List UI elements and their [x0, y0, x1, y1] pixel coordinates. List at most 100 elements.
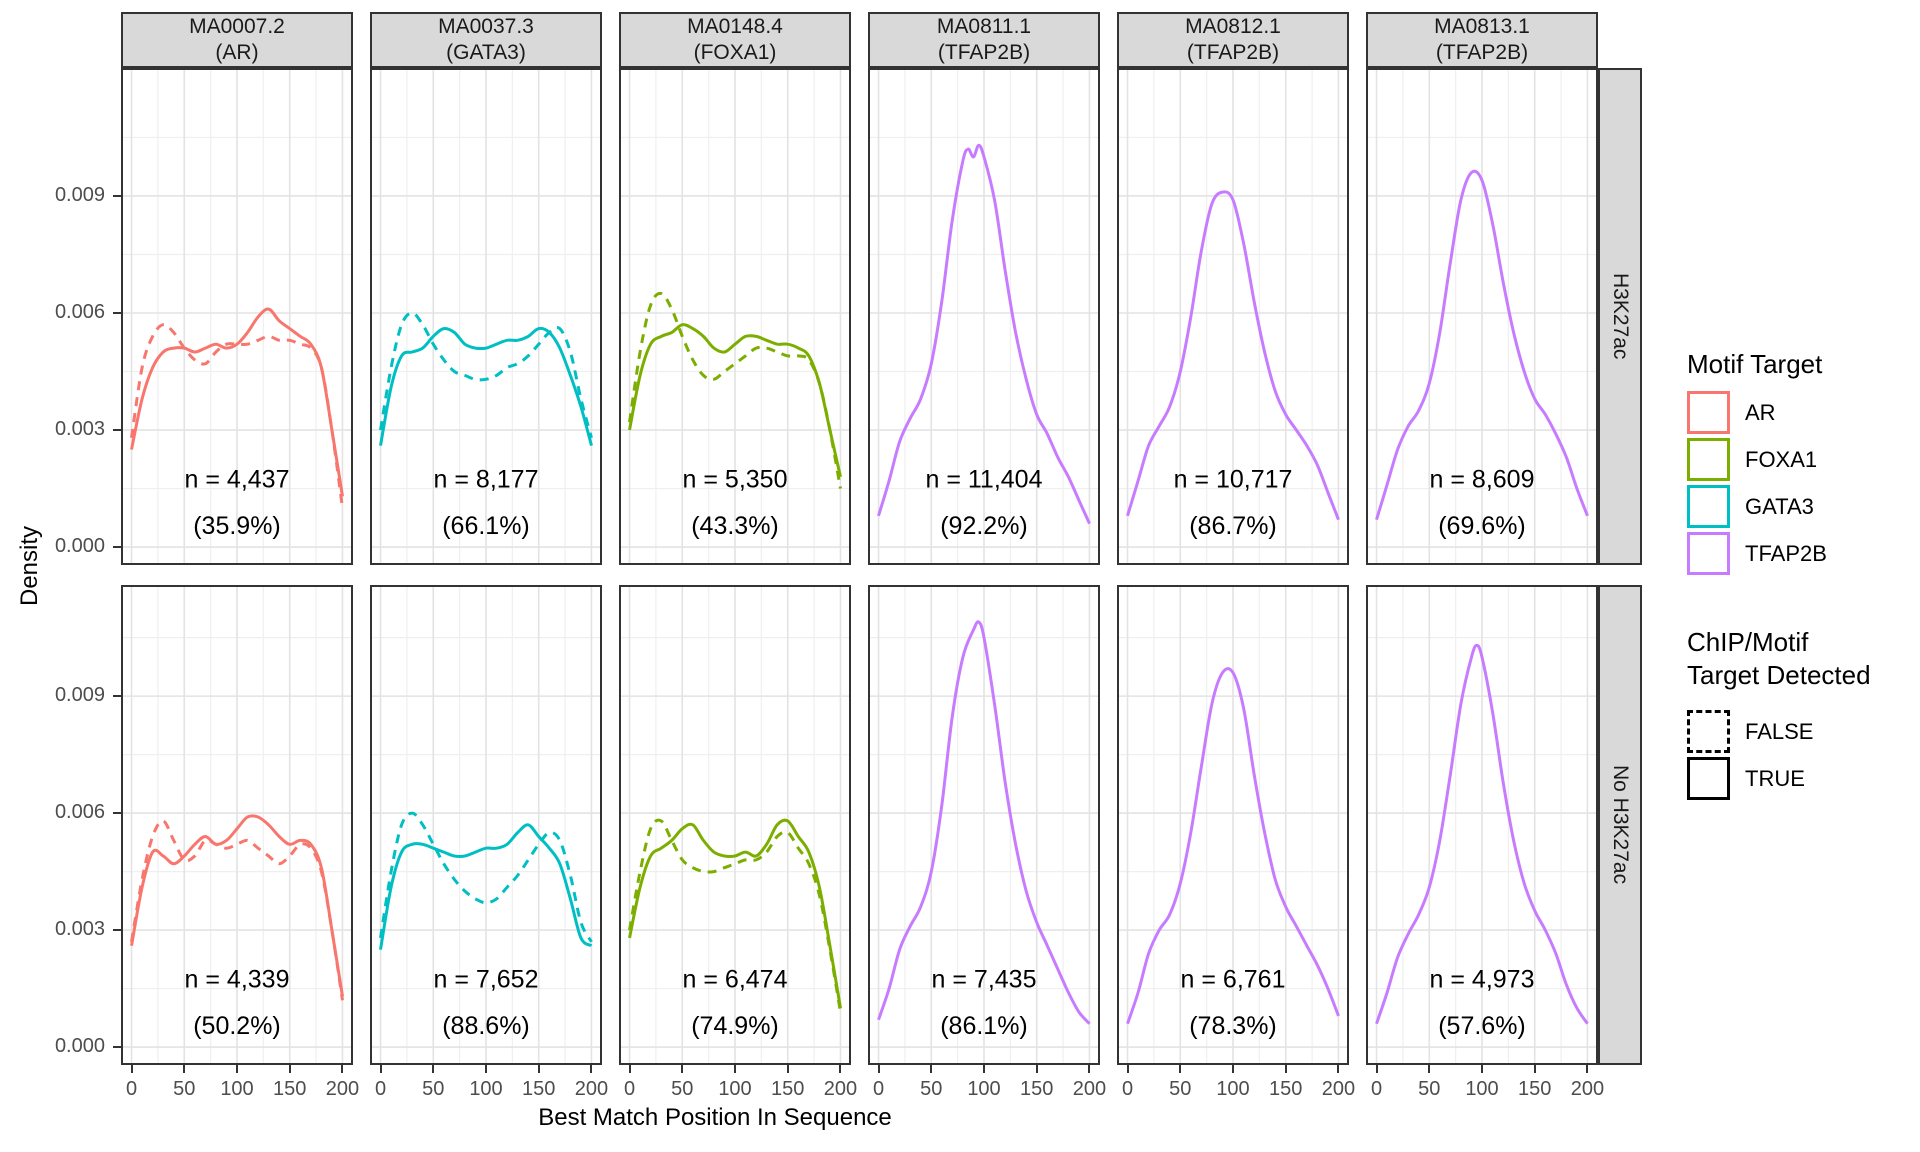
y-axis-tick-label: 0.000: [54, 1035, 105, 1058]
x-axis-tick-label: 200: [1072, 1078, 1107, 1100]
panel-annotation-percent: (74.9%): [691, 1012, 779, 1040]
x-axis-tick-label: 0: [623, 1078, 636, 1100]
density-curve-tfap2b-true: [1375, 643, 1589, 1025]
density-panel: n = 4,973 (57.6%): [1366, 585, 1598, 1065]
density-panel: n = 10,717 (86.7%): [1117, 68, 1349, 565]
facet-column-strip: MA0037.3 (GATA3): [370, 12, 602, 68]
density-panel: n = 6,474 (74.9%): [619, 585, 851, 1065]
panel-annotation-n: n = 7,652: [434, 965, 539, 993]
x-axis-tick-label: 0: [374, 1078, 387, 1100]
x-axis-tick: [983, 1065, 985, 1073]
facet-strip-target: (TFAP2B): [937, 41, 1031, 64]
facet-strip-target: (AR): [215, 41, 259, 64]
panel-annotation-n: n = 4,973: [1430, 965, 1535, 993]
x-axis-tick-label: 0: [1370, 1078, 1383, 1100]
density-panel: n = 6,761 (78.3%): [1117, 585, 1349, 1065]
panel-annotation-percent: (57.6%): [1438, 1012, 1526, 1040]
facet-column-strip: MA0811.1 (TFAP2B): [868, 12, 1100, 68]
x-axis-tick-label: 50: [422, 1078, 445, 1100]
density-panel-svg: n = 6,474 (74.9%): [619, 585, 851, 1065]
legend-label-foxa1: FOXA1: [1745, 447, 1818, 472]
x-axis-tick: [1126, 1065, 1129, 1073]
panel-annotation-n: n = 4,339: [185, 965, 290, 993]
legend-key-ar: [1687, 391, 1730, 434]
x-axis-tick: [930, 1065, 933, 1073]
x-axis-tick-label: 50: [920, 1078, 943, 1100]
facet-strip-motif-id: MA0812.1: [1185, 15, 1281, 38]
density-curve-gata3-false: [379, 311, 593, 439]
density-panel-svg: n = 4,437 (35.9%): [121, 68, 353, 565]
y-axis-tick: [113, 429, 121, 432]
density-curve-ar-false: [130, 323, 344, 509]
facet-strip-motif-id: MA0811.1: [936, 15, 1032, 38]
density-panel: n = 8,177 (66.1%): [370, 68, 602, 565]
x-axis-tick-label: 100: [967, 1078, 1001, 1100]
y-axis-tick: [113, 812, 121, 815]
legend-key-foxa1: [1687, 438, 1730, 481]
legend-label-false: FALSE: [1745, 719, 1814, 744]
panel-annotation-percent: (92.2%): [940, 512, 1028, 540]
density-panel-svg: n = 8,609 (69.6%): [1366, 68, 1598, 565]
x-axis-tick: [183, 1065, 186, 1073]
legend-label-true: TRUE: [1745, 766, 1805, 791]
density-curve-gata3-true: [379, 823, 593, 950]
density-panel-svg: n = 10,717 (86.7%): [1117, 68, 1349, 565]
density-panel: n = 4,339 (50.2%): [121, 585, 353, 1065]
x-axis-tick: [432, 1065, 435, 1073]
x-axis-tick-label: 100: [1216, 1078, 1250, 1100]
y-axis-tick: [113, 929, 121, 932]
panel-annotation-n: n = 10,717: [1174, 465, 1293, 493]
density-panel-svg: n = 7,652 (88.6%): [370, 585, 602, 1065]
density-curve-tfap2b-true: [1375, 169, 1589, 521]
panel-annotation-n: n = 11,404: [925, 465, 1042, 493]
density-panel-svg: n = 8,177 (66.1%): [370, 68, 602, 565]
panel-annotation-percent: (78.3%): [1189, 1012, 1277, 1040]
x-axis-tick: [485, 1065, 487, 1073]
x-axis-tick-label: 100: [469, 1078, 503, 1100]
y-axis-tick: [113, 1046, 121, 1049]
facet-row-strip: H3K27ac: [1598, 68, 1642, 565]
legend-label-gata3: GATA3: [1745, 494, 1814, 519]
x-axis-tick-label: 150: [771, 1078, 805, 1100]
density-panel-svg: n = 11,404 (92.2%): [868, 68, 1100, 565]
panel-annotation-percent: (69.6%): [1438, 512, 1526, 540]
x-axis-tick-label: 200: [325, 1078, 360, 1100]
x-axis-tick: [288, 1065, 291, 1073]
x-axis-tick: [1284, 1065, 1287, 1073]
y-axis-tick: [113, 194, 121, 197]
x-axis-tick: [1232, 1065, 1234, 1073]
facet-strip-motif-id: MA0007.2: [189, 15, 285, 38]
legend-title-target-detected: ChIP/Motif Target Detected: [1687, 627, 1871, 690]
y-axis-tick-label: 0.009: [54, 183, 105, 206]
x-axis-tick: [839, 1065, 842, 1073]
panel-annotation-percent: (86.7%): [1189, 512, 1277, 540]
x-axis-tick-label: 100: [220, 1078, 254, 1100]
x-axis-tick: [1088, 1065, 1091, 1073]
density-curve-tfap2b-true: [1126, 190, 1340, 521]
x-axis-tick-label: 150: [273, 1078, 307, 1100]
x-axis-tick: [236, 1065, 238, 1073]
panel-annotation-n: n = 7,435: [932, 965, 1037, 993]
x-axis-tick: [877, 1065, 880, 1073]
panel-annotation-percent: (50.2%): [193, 1012, 281, 1040]
legend-label-ar: AR: [1745, 400, 1776, 425]
y-axis-tick-label: 0.009: [54, 684, 105, 707]
panel-annotation-percent: (43.3%): [691, 512, 779, 540]
x-axis-tick: [1337, 1065, 1340, 1073]
y-axis-tick: [113, 546, 121, 549]
y-axis-tick: [113, 695, 121, 698]
x-axis-tick: [1375, 1065, 1378, 1073]
panel-annotation-percent: (66.1%): [442, 512, 530, 540]
panel-annotation-n: n = 6,474: [683, 965, 788, 993]
x-axis-tick: [1533, 1065, 1536, 1073]
density-curve-foxa1-true: [628, 323, 842, 478]
x-axis-tick: [341, 1065, 344, 1073]
x-axis-tick: [734, 1065, 736, 1073]
x-axis-tick: [1035, 1065, 1038, 1073]
x-axis-tick: [1428, 1065, 1431, 1073]
legend-title-motif-target: Motif Target: [1687, 349, 1823, 379]
y-axis-tick-label: 0.006: [54, 300, 105, 323]
x-axis-tick: [786, 1065, 789, 1073]
x-axis-tick: [1481, 1065, 1483, 1073]
